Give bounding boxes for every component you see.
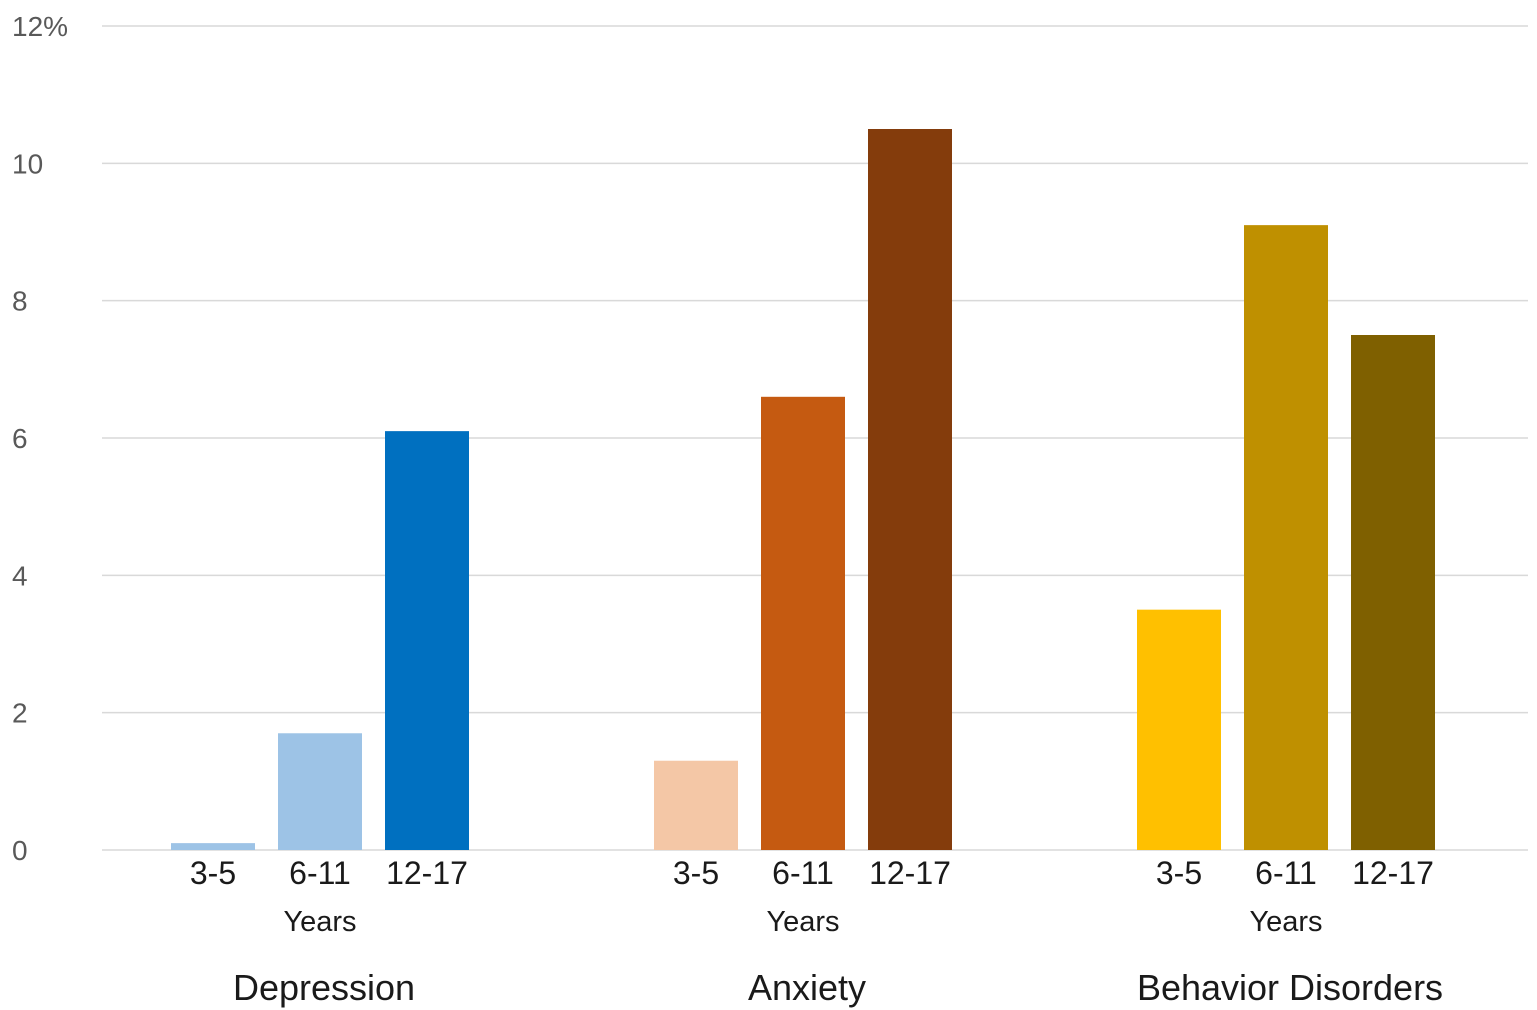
x-tick-label: 6-11	[772, 855, 834, 891]
y-tick-label: 8	[12, 286, 28, 317]
x-tick-label: 3-5	[190, 855, 236, 891]
bar-depression-6-11	[278, 733, 362, 850]
age-unit-label: Years	[1249, 906, 1322, 938]
x-tick-label: 12-17	[1352, 855, 1434, 891]
age-unit-label: Years	[283, 906, 356, 938]
age-unit-label: Years	[766, 906, 839, 938]
y-axis-tick-labels: 0 2 4 6 8 10 12%	[12, 11, 68, 866]
bar-depression-3-5	[171, 843, 255, 850]
x-axis-labels: 3-5 6-11 12-17 Years Depression 3-5 6-11 12-17 Y…	[190, 855, 1443, 1008]
x-tick-label: 12-17	[386, 855, 468, 891]
y-tick-label: 0	[12, 835, 28, 866]
bar-anxiety-6-11	[761, 396, 845, 850]
bar-depression-12-17	[385, 431, 469, 850]
group-label: Depression	[233, 967, 415, 1008]
x-tick-label: 6-11	[289, 855, 351, 891]
y-tick-label: 4	[12, 560, 28, 591]
group-label: Anxiety	[748, 967, 866, 1008]
x-tick-label: 3-5	[1156, 855, 1202, 891]
x-tick-label: 3-5	[673, 855, 719, 891]
bar-anxiety-3-5	[654, 760, 738, 850]
bar-behavior-disorders-12-17	[1351, 335, 1435, 850]
x-tick-label: 6-11	[1255, 855, 1317, 891]
x-tick-label: 12-17	[869, 855, 951, 891]
y-tick-label: 2	[12, 698, 28, 729]
y-tick-label: 10	[12, 148, 43, 179]
bar-anxiety-12-17	[868, 129, 952, 850]
y-tick-label: 12%	[12, 11, 68, 42]
bar-behavior-disorders-3-5	[1137, 609, 1221, 850]
bars	[171, 129, 1435, 851]
bar-behavior-disorders-6-11	[1244, 225, 1328, 851]
group-label: Behavior Disorders	[1137, 967, 1443, 1008]
y-tick-label: 6	[12, 423, 28, 454]
